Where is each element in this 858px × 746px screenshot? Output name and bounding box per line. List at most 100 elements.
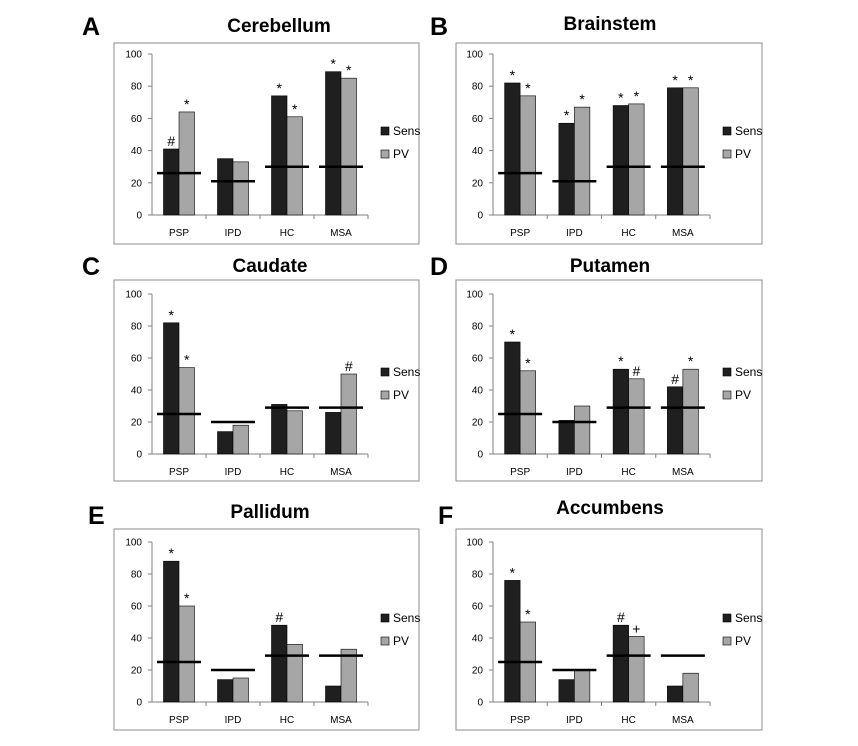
x-tick-label: IPD	[566, 715, 583, 726]
significance-mark: *	[525, 355, 531, 371]
legend-label: PV	[735, 634, 751, 648]
bar-sens-ipd	[558, 122, 575, 216]
y-tick-label: 0	[477, 698, 483, 709]
significance-mark: *	[331, 56, 337, 72]
bar-pv-psp	[178, 111, 195, 216]
y-tick-label: 100	[125, 50, 142, 61]
y-tick-label: 100	[125, 538, 142, 549]
significance-mark: *	[564, 107, 570, 123]
significance-mark: *	[579, 91, 585, 107]
bar-sens-ipd	[558, 420, 575, 455]
y-tick-label: 80	[472, 322, 484, 333]
chart-panel-f: F Accumbens 0 20 40 60 80 100 PSP * * IPD HC # + MSA Sen…	[438, 498, 763, 731]
bar-pv-hc	[286, 644, 303, 703]
x-tick-label: IPD	[225, 715, 242, 726]
legend-label: Sens	[735, 124, 762, 138]
x-tick-label: PSP	[510, 228, 530, 239]
legend-label: PV	[393, 147, 409, 161]
legend-swatch-sens	[722, 126, 732, 136]
bar-sens-ipd	[217, 158, 234, 216]
legend-swatch-sens	[722, 367, 732, 377]
legend-swatch-sens	[380, 613, 390, 623]
chart-frame	[113, 279, 420, 482]
y-tick-label: 0	[477, 450, 483, 461]
chart-frame	[113, 42, 420, 245]
significance-mark: #	[671, 371, 679, 387]
legend-label: Sens	[735, 365, 762, 379]
significance-mark: *	[618, 90, 624, 106]
significance-mark: *	[292, 101, 298, 117]
significance-mark: #	[632, 363, 640, 379]
y-tick-label: 40	[131, 634, 143, 645]
y-tick-label: 80	[131, 322, 143, 333]
x-tick-label: HC	[280, 228, 294, 239]
bar-sens-msa	[325, 685, 342, 703]
chart-panel-b: B Brainstem 0 20 40 60 80 100 PSP * * IPD * * HC * * MSA *…	[430, 13, 763, 245]
x-tick-label: MSA	[330, 228, 352, 239]
x-tick-label: PSP	[169, 467, 189, 478]
x-tick-label: IPD	[225, 467, 242, 478]
bar-sens-msa	[667, 386, 684, 455]
significance-mark: *	[169, 545, 175, 561]
y-tick-label: 40	[472, 386, 484, 397]
chart-panel-c: C Caudate 0 20 40 60 80 100 PSP * * IPD HC MSA # Sens PV	[82, 253, 420, 482]
bar-sens-hc	[612, 105, 629, 216]
y-tick-label: 40	[131, 386, 143, 397]
significance-mark: *	[510, 67, 516, 83]
chart-title: Pallidum	[230, 502, 309, 523]
bar-pv-psp	[519, 95, 536, 216]
bar-pv-psp	[519, 370, 536, 455]
x-tick-label: PSP	[510, 715, 530, 726]
bar-sens-hc	[612, 368, 629, 455]
legend-label: Sens	[393, 611, 420, 625]
legend-label: Sens	[393, 124, 420, 138]
chart-frame	[455, 279, 763, 482]
bar-pv-hc	[628, 378, 645, 455]
y-tick-label: 60	[472, 354, 484, 365]
legend-swatch-pv	[722, 636, 732, 646]
x-tick-label: IPD	[566, 228, 583, 239]
legend-swatch-sens	[380, 126, 390, 136]
significance-mark: *	[184, 352, 190, 368]
bar-sens-hc	[271, 404, 288, 455]
chart-title: Cerebellum	[227, 16, 330, 37]
chart-panel-a: A Cerebellum 0 20 40 60 80 100 PSP # * IPD HC * * MSA * *…	[82, 13, 420, 245]
bar-pv-ipd	[232, 424, 249, 455]
significance-mark: *	[346, 62, 352, 78]
x-tick-label: PSP	[169, 228, 189, 239]
x-tick-label: MSA	[330, 715, 352, 726]
y-tick-label: 60	[472, 114, 484, 125]
y-tick-label: 0	[136, 211, 142, 222]
bar-pv-hc	[286, 410, 303, 455]
legend-label: PV	[393, 634, 409, 648]
y-tick-label: 40	[472, 634, 484, 645]
chart-title: Accumbens	[556, 498, 664, 519]
y-tick-label: 20	[131, 418, 143, 429]
panel-letter: B	[430, 13, 448, 41]
legend-label: Sens	[393, 365, 420, 379]
x-tick-label: HC	[621, 715, 635, 726]
chart-panel-e: E Pallidum 0 20 40 60 80 100 PSP * * IPD HC # MSA Sens P…	[88, 502, 420, 731]
significance-mark: *	[618, 353, 624, 369]
legend-swatch-pv	[722, 390, 732, 400]
bar-pv-msa	[682, 672, 699, 703]
chart-title: Brainstem	[564, 14, 657, 35]
bar-pv-hc	[628, 636, 645, 703]
bar-pv-hc	[628, 103, 645, 216]
y-tick-label: 0	[136, 450, 142, 461]
bar-sens-msa	[667, 87, 684, 216]
y-tick-label: 20	[472, 666, 484, 677]
legend-swatch-pv	[380, 390, 390, 400]
significance-mark: #	[617, 609, 625, 625]
bar-pv-psp	[178, 367, 195, 455]
significance-mark: *	[525, 606, 531, 622]
y-tick-label: 100	[466, 538, 483, 549]
y-tick-label: 0	[477, 211, 483, 222]
panel-letter: D	[430, 253, 448, 281]
bar-pv-ipd	[574, 669, 591, 703]
x-tick-label: HC	[621, 228, 635, 239]
significance-mark: +	[632, 620, 640, 636]
bar-sens-msa	[667, 685, 684, 703]
x-tick-label: MSA	[330, 467, 352, 478]
bar-pv-msa	[340, 373, 357, 455]
